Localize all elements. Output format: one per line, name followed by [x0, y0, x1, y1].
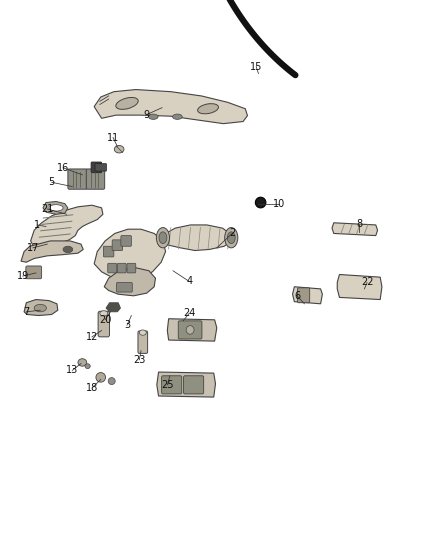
Text: 6: 6: [294, 291, 300, 301]
Ellipse shape: [198, 103, 219, 114]
Polygon shape: [43, 201, 68, 214]
FancyBboxPatch shape: [127, 263, 136, 273]
Ellipse shape: [255, 197, 266, 208]
Ellipse shape: [34, 304, 46, 312]
Text: 1: 1: [34, 220, 40, 230]
Text: 4: 4: [186, 277, 192, 286]
FancyBboxPatch shape: [184, 376, 204, 394]
Text: 5: 5: [49, 177, 55, 187]
FancyBboxPatch shape: [108, 263, 117, 273]
FancyBboxPatch shape: [162, 376, 182, 394]
Ellipse shape: [148, 114, 158, 119]
FancyBboxPatch shape: [95, 164, 106, 171]
FancyBboxPatch shape: [26, 266, 42, 279]
FancyBboxPatch shape: [91, 162, 102, 173]
FancyBboxPatch shape: [103, 246, 114, 257]
Ellipse shape: [173, 114, 182, 119]
Polygon shape: [31, 205, 103, 246]
Polygon shape: [332, 223, 378, 236]
Text: 11: 11: [107, 133, 119, 142]
Polygon shape: [94, 229, 166, 280]
Text: 23: 23: [133, 355, 145, 365]
Text: 7: 7: [23, 307, 29, 317]
Text: 18: 18: [86, 383, 98, 393]
Text: 19: 19: [17, 271, 29, 281]
Ellipse shape: [96, 373, 106, 382]
Polygon shape: [337, 274, 382, 300]
FancyBboxPatch shape: [117, 263, 126, 273]
Text: 20: 20: [99, 315, 111, 325]
Text: 22: 22: [361, 278, 373, 287]
Text: 12: 12: [86, 332, 98, 342]
FancyBboxPatch shape: [98, 311, 110, 337]
Text: 17: 17: [27, 243, 39, 253]
FancyBboxPatch shape: [297, 288, 310, 303]
Ellipse shape: [116, 98, 138, 109]
Ellipse shape: [108, 377, 115, 385]
FancyBboxPatch shape: [138, 331, 148, 353]
Ellipse shape: [156, 228, 170, 248]
Polygon shape: [94, 90, 247, 124]
Ellipse shape: [100, 311, 108, 316]
Text: 2: 2: [229, 229, 235, 238]
Text: 8: 8: [356, 219, 362, 229]
Ellipse shape: [63, 246, 73, 253]
Text: 16: 16: [57, 163, 70, 173]
Polygon shape: [104, 268, 155, 296]
Text: 13: 13: [66, 366, 78, 375]
Polygon shape: [161, 225, 231, 251]
FancyBboxPatch shape: [117, 282, 132, 292]
Ellipse shape: [139, 330, 146, 335]
FancyBboxPatch shape: [68, 169, 87, 189]
Ellipse shape: [227, 232, 235, 244]
FancyBboxPatch shape: [121, 236, 131, 246]
Text: 3: 3: [124, 320, 130, 330]
Text: 10: 10: [273, 199, 286, 208]
Ellipse shape: [49, 205, 63, 211]
Ellipse shape: [225, 228, 238, 248]
FancyBboxPatch shape: [112, 240, 123, 251]
Ellipse shape: [159, 232, 167, 244]
Ellipse shape: [78, 359, 87, 366]
Polygon shape: [21, 241, 83, 262]
Polygon shape: [167, 319, 217, 341]
Ellipse shape: [186, 326, 194, 334]
Text: 25: 25: [161, 380, 173, 390]
Polygon shape: [106, 303, 120, 312]
Polygon shape: [157, 372, 215, 397]
FancyBboxPatch shape: [86, 169, 105, 189]
Text: 15: 15: [250, 62, 262, 71]
Text: 21: 21: [41, 204, 53, 214]
Text: 24: 24: [183, 309, 195, 318]
Text: 9: 9: [144, 110, 150, 119]
Ellipse shape: [114, 146, 124, 153]
Polygon shape: [24, 300, 58, 316]
FancyBboxPatch shape: [178, 321, 202, 339]
Polygon shape: [293, 287, 322, 304]
Ellipse shape: [85, 364, 90, 369]
